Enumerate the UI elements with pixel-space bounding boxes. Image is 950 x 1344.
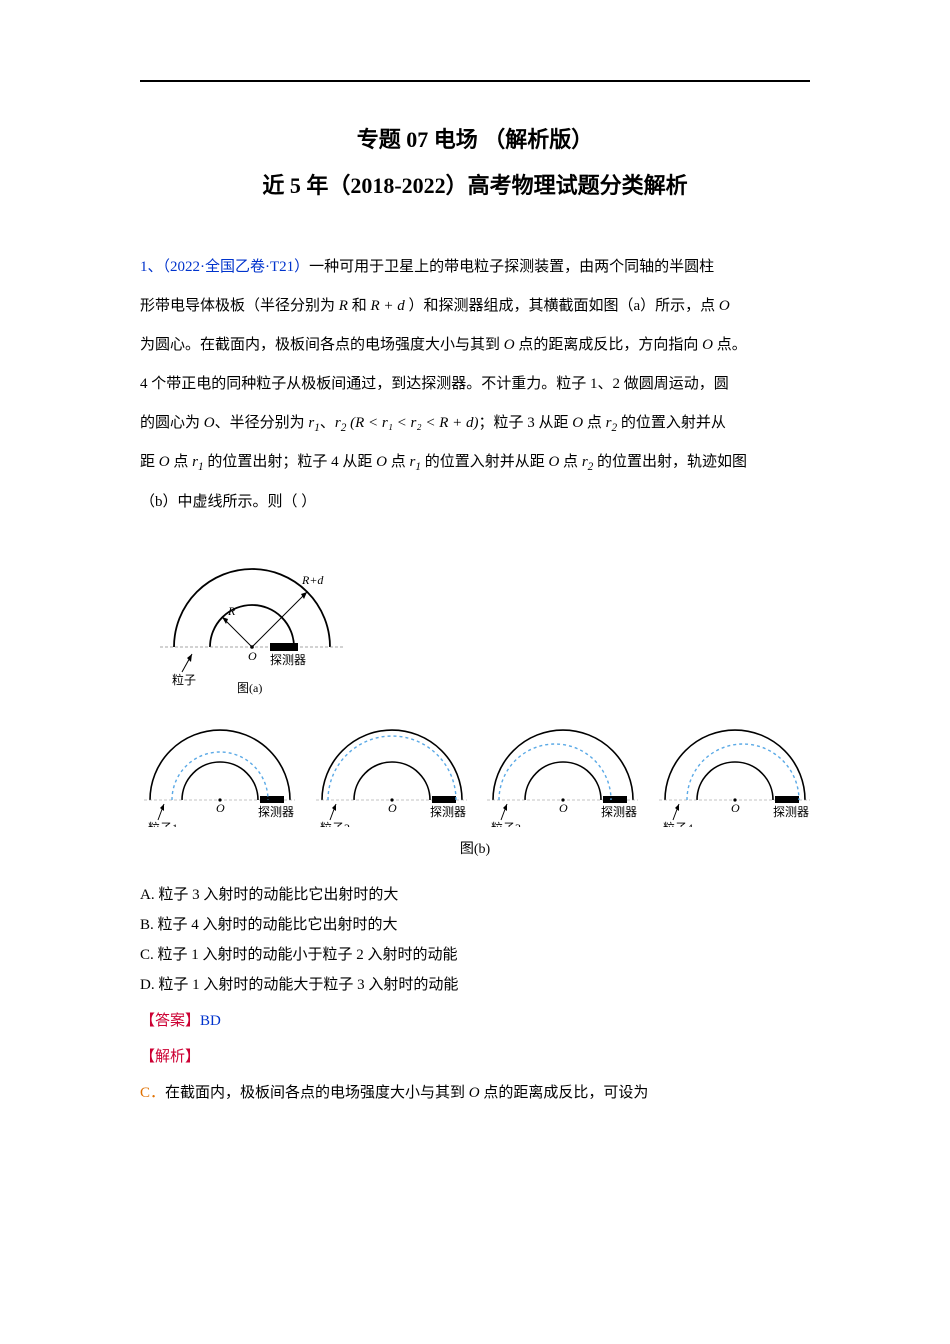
page-title-2: 近 5 年（2018-2022）高考物理试题分类解析 [140,168,810,200]
figure-b-1: O 粒子1 探测器 [140,715,295,832]
c-text: 在截面内，极板间各点的电场强度大小与其到 [165,1085,469,1101]
q-text: 距 [140,454,159,470]
option-a: A. 粒子 3 入射时的动能比它出射时的大 [140,880,810,910]
q-text: ；粒子 3 从距 [479,415,573,431]
sym-r2-range: r2 (R < r₁ < r₂ < R + d) [335,415,479,431]
q-text: 的位置入射并从距 [421,454,549,470]
figure-b-caption: 图(b) [140,838,810,858]
c-prefix: C． [140,1085,165,1101]
svg-text:粒子: 粒子 [172,672,196,687]
answer-value: BD [200,1013,221,1029]
sym-O: O [469,1085,480,1101]
svg-text:图(a): 图(a) [237,681,262,695]
q-text: 点 [559,454,582,470]
q-text: 的位置出射，轨迹如图 [593,454,747,470]
figure-b-2: O 粒子2 探测器 [312,715,467,832]
sym-O: O [719,298,730,314]
sym-O: O [572,415,583,431]
q-text: 4 个带正电的同种粒子从极板间通过，到达探测器。不计重力。粒子 1、2 做圆周运… [140,376,729,392]
page-title-1: 专题 07 电场 （解析版） [140,122,810,154]
c-analysis-line: C．在截面内，极板间各点的电场强度大小与其到 O 点的距离成反比，可设为 [140,1078,810,1108]
q-text: 点 [583,415,606,431]
q-text: 为圆心。在截面内，极板间各点的电场强度大小与其到 [140,337,504,353]
option-d: D. 粒子 1 入射时的动能大于粒子 3 入射时的动能 [140,970,810,1000]
sym-O: O [548,454,559,470]
sym-r2: r2 [582,454,593,470]
q-text: 的圆心为 [140,415,204,431]
sym-Rd: R + d [370,298,404,314]
question-number: 1、 [140,259,163,275]
sym-r2: r2 [606,415,617,431]
svg-text:粒子2: 粒子2 [320,820,350,827]
sym-O: O [702,337,713,353]
svg-text:R+d: R+d [301,573,324,587]
question-source: （2022·全国乙卷·T21） [163,259,310,275]
svg-text:探测器: 探测器 [773,805,809,819]
figure-b-4: O 粒子4 探测器 [655,715,810,832]
figure-a: O R R+d 粒子 探测器 图(a) [152,542,810,697]
svg-text:粒子4: 粒子4 [663,820,693,827]
sym-O: O [376,454,387,470]
q-text: 、 [320,415,335,431]
svg-text:粒子1: 粒子1 [148,820,178,827]
analysis-label: 【解析】 [140,1049,200,1065]
sym-r1: r1 [192,454,203,470]
q-text: 的位置出射；粒子 4 从距 [204,454,377,470]
analysis-line: 【解析】 [140,1042,810,1072]
q-text: 形带电导体极板（半径分别为 [140,298,339,314]
q-text: 点 [170,454,193,470]
q-text: 、半径分别为 [215,415,309,431]
svg-text:粒子3: 粒子3 [491,820,521,827]
figure-b-3: O 粒子3 探测器 [483,715,638,832]
q-text: （b）中虚线所示。则（ ） [140,494,316,510]
sym-R: R [339,298,348,314]
sym-O: O [159,454,170,470]
svg-text:O: O [216,801,225,815]
q-text: 一种可用于卫星上的带电粒子探测装置，由两个同轴的半圆柱 [309,259,714,275]
options-block: A. 粒子 3 入射时的动能比它出射时的大 B. 粒子 4 入射时的动能比它出射… [140,880,810,1000]
svg-text:探测器: 探测器 [270,653,306,667]
answer-line: 【答案】BD [140,1006,810,1036]
svg-text:探测器: 探测器 [258,805,294,819]
svg-text:O: O [248,649,257,663]
c-text: 点的距离成反比，可设为 [480,1085,649,1101]
svg-text:探测器: 探测器 [430,805,466,819]
q-text: ）和探测器组成，其横截面如图（a）所示，点 [405,298,719,314]
svg-text:探测器: 探测器 [601,805,637,819]
option-b: B. 粒子 4 入射时的动能比它出射时的大 [140,910,810,940]
figure-a-svg: O R R+d 粒子 探测器 图(a) [152,542,352,697]
sym-O: O [504,337,515,353]
question-block: 1、（2022·全国乙卷·T21）一种可用于卫星上的带电粒子探测装置，由两个同轴… [140,248,810,522]
svg-text:O: O [388,801,397,815]
sym-r1: r1 [308,415,319,431]
q-text: 点 [387,454,410,470]
option-c: C. 粒子 1 入射时的动能小于粒子 2 入射时的动能 [140,940,810,970]
q-text: 点。 [713,337,747,353]
svg-text:R: R [227,604,236,618]
horizontal-rule [140,80,810,82]
svg-text:O: O [559,801,568,815]
sym-O: O [204,415,215,431]
sym-r1: r1 [409,454,420,470]
answer-label: 【答案】 [140,1013,200,1029]
q-text: 和 [348,298,371,314]
q-text: 的位置入射并从 [617,415,726,431]
figure-b-row: O 粒子1 探测器 O 粒子2 探测器 O 粒子3 探测器 [140,715,810,832]
q-text: 点的距离成反比，方向指向 [515,337,703,353]
svg-text:O: O [731,801,740,815]
